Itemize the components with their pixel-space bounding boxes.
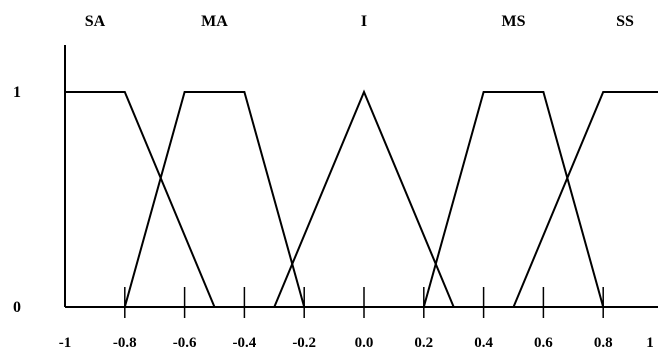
- x-ticks: [124, 287, 604, 318]
- series-label-ss: SS: [616, 13, 634, 30]
- x-tick-label: -0.4: [233, 335, 257, 351]
- series-line-sa: [65, 91, 216, 308]
- series-label-ma: MA: [201, 13, 228, 30]
- y-tick-label: 0: [13, 299, 21, 316]
- y-tick-label: 1: [13, 84, 21, 101]
- x-tick-label: 0.6: [534, 335, 553, 351]
- series-label-ms: MS: [502, 13, 526, 30]
- x-tick-label: -0.6: [173, 335, 197, 351]
- x-tick-labels: -1 -0.8 -0.6 -0.4 -0.2 0.0 0.2 0.4 0.6 0.8 1: [59, 335, 654, 351]
- series-line-ss: [512, 91, 658, 308]
- series-line-ms: [422, 91, 605, 308]
- series-labels: SA MA I MS SS: [85, 13, 634, 30]
- series-lines: [65, 89, 658, 308]
- x-tick-label: 1: [646, 335, 654, 351]
- x-tick-label: 0.8: [594, 335, 613, 351]
- x-tick-label: 0.4: [474, 335, 493, 351]
- x-tick-label: 0.0: [355, 335, 374, 351]
- x-tick-label: -0.8: [113, 335, 137, 351]
- x-tick-label: 0.2: [414, 335, 433, 351]
- series-label-i: I: [361, 13, 367, 30]
- x-tick-label: -1: [59, 335, 72, 351]
- y-tick-labels: 01: [13, 84, 21, 316]
- series-line-ma: [123, 91, 306, 308]
- x-tick-label: -0.2: [292, 335, 316, 351]
- series-line-i: [273, 89, 455, 308]
- series-label-sa: SA: [85, 13, 106, 30]
